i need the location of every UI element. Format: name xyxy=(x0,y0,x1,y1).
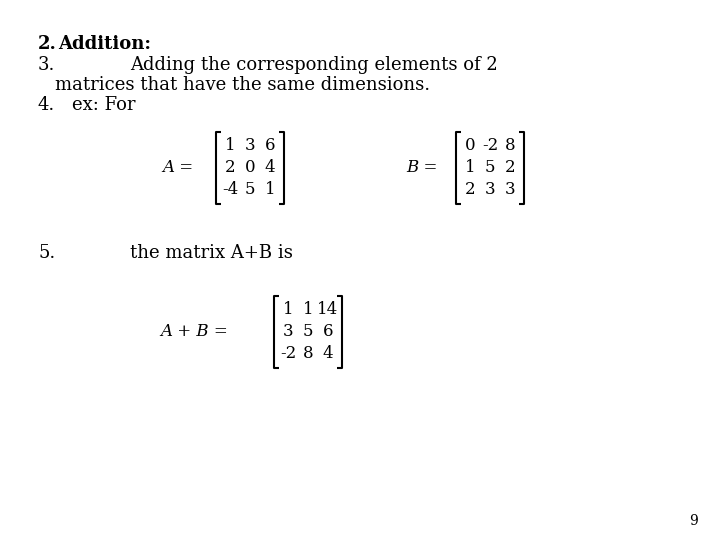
Text: 3: 3 xyxy=(283,323,293,341)
Text: 4.: 4. xyxy=(38,96,55,114)
Text: 3: 3 xyxy=(485,181,495,199)
Text: 2: 2 xyxy=(225,159,235,177)
Text: 6: 6 xyxy=(265,138,275,154)
Text: 1: 1 xyxy=(302,301,313,319)
Text: Addition:: Addition: xyxy=(58,35,151,53)
Text: 0: 0 xyxy=(464,138,475,154)
Text: 3: 3 xyxy=(505,181,516,199)
Text: 2.: 2. xyxy=(38,35,57,53)
Text: 5: 5 xyxy=(245,181,256,199)
Text: -2: -2 xyxy=(280,346,296,362)
Text: 5: 5 xyxy=(302,323,313,341)
Text: 6: 6 xyxy=(323,323,333,341)
Text: 2: 2 xyxy=(464,181,475,199)
Text: 1: 1 xyxy=(464,159,475,177)
Text: 4: 4 xyxy=(265,159,275,177)
Text: 1: 1 xyxy=(283,301,293,319)
Text: matrices that have the same dimensions.: matrices that have the same dimensions. xyxy=(55,76,430,94)
Text: A =: A = xyxy=(162,159,193,177)
Text: 2: 2 xyxy=(505,159,516,177)
Text: 9: 9 xyxy=(689,514,698,528)
Text: Adding the corresponding elements of 2: Adding the corresponding elements of 2 xyxy=(130,56,498,74)
Text: A + B =: A + B = xyxy=(161,323,228,341)
Text: 4: 4 xyxy=(323,346,333,362)
Text: 3: 3 xyxy=(245,138,256,154)
Text: ex: For: ex: For xyxy=(72,96,135,114)
Text: 8: 8 xyxy=(505,138,516,154)
Text: B =: B = xyxy=(407,159,438,177)
Text: 5: 5 xyxy=(485,159,495,177)
Text: 8: 8 xyxy=(302,346,313,362)
Text: 3.: 3. xyxy=(38,56,55,74)
Text: -4: -4 xyxy=(222,181,238,199)
Text: 1: 1 xyxy=(265,181,275,199)
Text: 1: 1 xyxy=(225,138,235,154)
Text: -2: -2 xyxy=(482,138,498,154)
Text: 0: 0 xyxy=(245,159,256,177)
Text: 5.: 5. xyxy=(38,244,55,262)
Text: the matrix A+B is: the matrix A+B is xyxy=(130,244,293,262)
Text: 14: 14 xyxy=(318,301,338,319)
